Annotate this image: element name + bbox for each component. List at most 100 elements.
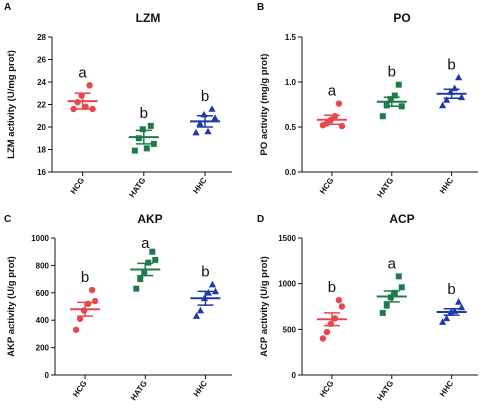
- data-point-hcg: [74, 99, 81, 106]
- data-point-hhc: [443, 96, 451, 103]
- y-axis-label: ACP activity (U/g prot): [259, 256, 270, 357]
- chart-title: ACP: [389, 212, 414, 226]
- data-point-hhc: [208, 105, 216, 112]
- significance-letter: b: [201, 264, 209, 281]
- data-point-hatg: [391, 289, 398, 296]
- data-point-hcg: [91, 297, 99, 305]
- data-point-hatg: [139, 126, 146, 133]
- panel-b: B PO PO activity (mg/g prot) 0.0 0.5 1.0 1.5 HC…: [257, 2, 478, 199]
- panel-letter: D: [257, 214, 264, 225]
- data-point-hhc: [192, 128, 200, 136]
- data-point-hhc: [208, 280, 217, 288]
- y-tick-label: 28: [37, 33, 46, 42]
- data-point-hcg: [338, 122, 346, 130]
- data-point-hhc: [439, 318, 447, 325]
- y-tick-label: 0: [45, 371, 50, 380]
- x-tick-label: HATG: [375, 176, 395, 199]
- data-point-hcg: [335, 296, 343, 304]
- x-tick-label: HHC: [192, 379, 209, 399]
- data-point-hatg: [152, 256, 159, 263]
- y-tick-label: 600: [36, 289, 50, 298]
- data-point-hatg: [135, 135, 142, 142]
- data-point-hhc: [443, 314, 451, 322]
- data-point-hatg: [150, 140, 157, 147]
- y-tick-label: 18: [37, 146, 46, 155]
- panel-a: A LZM LZM activity (U/mg prot) 16 18 20 22 24 26…: [4, 2, 232, 199]
- data-point-hatg: [398, 103, 405, 110]
- data-point-hatg: [143, 145, 150, 152]
- y-axis-label: AKP activity (U/g prot): [6, 256, 17, 357]
- data-point-hhc: [192, 312, 201, 319]
- x-tick-label: HCG: [318, 176, 336, 196]
- x-tick-label: HCG: [318, 379, 336, 399]
- significance-letter: b: [447, 57, 455, 74]
- data-point-hcg: [70, 105, 77, 113]
- y-tick-label: 0.5: [285, 123, 297, 132]
- data-point-hcg: [88, 286, 96, 294]
- significance-letter: a: [141, 235, 150, 252]
- y-tick-label: 1500: [278, 234, 296, 243]
- data-point-hatg: [141, 269, 148, 276]
- y-tick-label: 16: [37, 168, 46, 177]
- data-point-hcg: [335, 100, 343, 107]
- x-tick-label: HATG: [127, 176, 147, 199]
- y-tick-label: 20: [37, 123, 46, 132]
- significance-letter: b: [328, 279, 336, 296]
- panel-d: D ACP ACP activity (U/g prot) 0 500 1000 1500 H…: [257, 212, 478, 402]
- chart-title: PO: [393, 11, 410, 25]
- chart-title: AKP: [137, 212, 162, 226]
- data-point-hatg: [383, 102, 390, 109]
- significance-letter: a: [78, 64, 87, 81]
- y-tick-label: 1000: [31, 234, 49, 243]
- y-tick-label: 1.0: [285, 78, 297, 87]
- x-tick-label: HHC: [438, 176, 455, 196]
- x-tick-label: HATG: [375, 379, 395, 402]
- data-point-hhc: [204, 127, 212, 135]
- y-tick-label: 1.5: [285, 33, 297, 42]
- y-tick-label: 400: [36, 316, 50, 325]
- x-tick-label: HATG: [129, 379, 149, 402]
- data-point-hcg: [86, 82, 93, 89]
- data-point-hcg: [323, 328, 331, 336]
- data-point-hhc: [439, 101, 447, 109]
- data-point-hcg: [72, 326, 80, 333]
- data-point-hhc: [455, 298, 463, 305]
- data-point-hatg: [147, 122, 154, 129]
- data-point-hatg: [379, 113, 386, 120]
- x-tick-label: HHC: [438, 379, 455, 399]
- data-point-hatg: [379, 309, 386, 316]
- y-tick-label: 24: [37, 78, 46, 87]
- x-tick-label: HHC: [191, 176, 208, 196]
- significance-letter: b: [81, 269, 89, 286]
- data-point-hhc: [211, 287, 220, 295]
- data-point-hcg: [338, 303, 346, 310]
- significance-letter: a: [388, 255, 397, 272]
- significance-letter: b: [447, 281, 455, 298]
- y-tick-label: 1000: [278, 280, 296, 289]
- data-point-hhc: [204, 289, 213, 296]
- data-point-hcg: [76, 315, 84, 323]
- data-point-hhc: [458, 303, 466, 311]
- data-point-hcg: [331, 113, 339, 120]
- x-tick-label: HCG: [69, 176, 87, 196]
- data-point-hatg: [398, 284, 405, 291]
- data-point-hatg: [383, 302, 390, 309]
- data-point-hhc: [458, 93, 466, 101]
- y-tick-label: 200: [36, 344, 50, 353]
- significance-letter: a: [328, 83, 337, 100]
- data-point-hhc: [196, 306, 205, 314]
- data-point-hhc: [211, 114, 219, 121]
- data-point-hcg: [319, 335, 327, 342]
- x-tick-label: HCG: [71, 379, 89, 399]
- data-point-hcg: [84, 300, 92, 307]
- chart-title: LZM: [136, 11, 161, 25]
- data-point-hatg: [149, 248, 156, 255]
- data-point-hatg: [395, 81, 402, 88]
- data-point-hhc: [196, 119, 204, 127]
- data-point-hatg: [137, 276, 144, 283]
- significance-letter: b: [388, 64, 396, 81]
- significance-letter: b: [140, 105, 148, 122]
- significance-letter: b: [201, 88, 209, 105]
- y-tick-label: 800: [36, 261, 50, 270]
